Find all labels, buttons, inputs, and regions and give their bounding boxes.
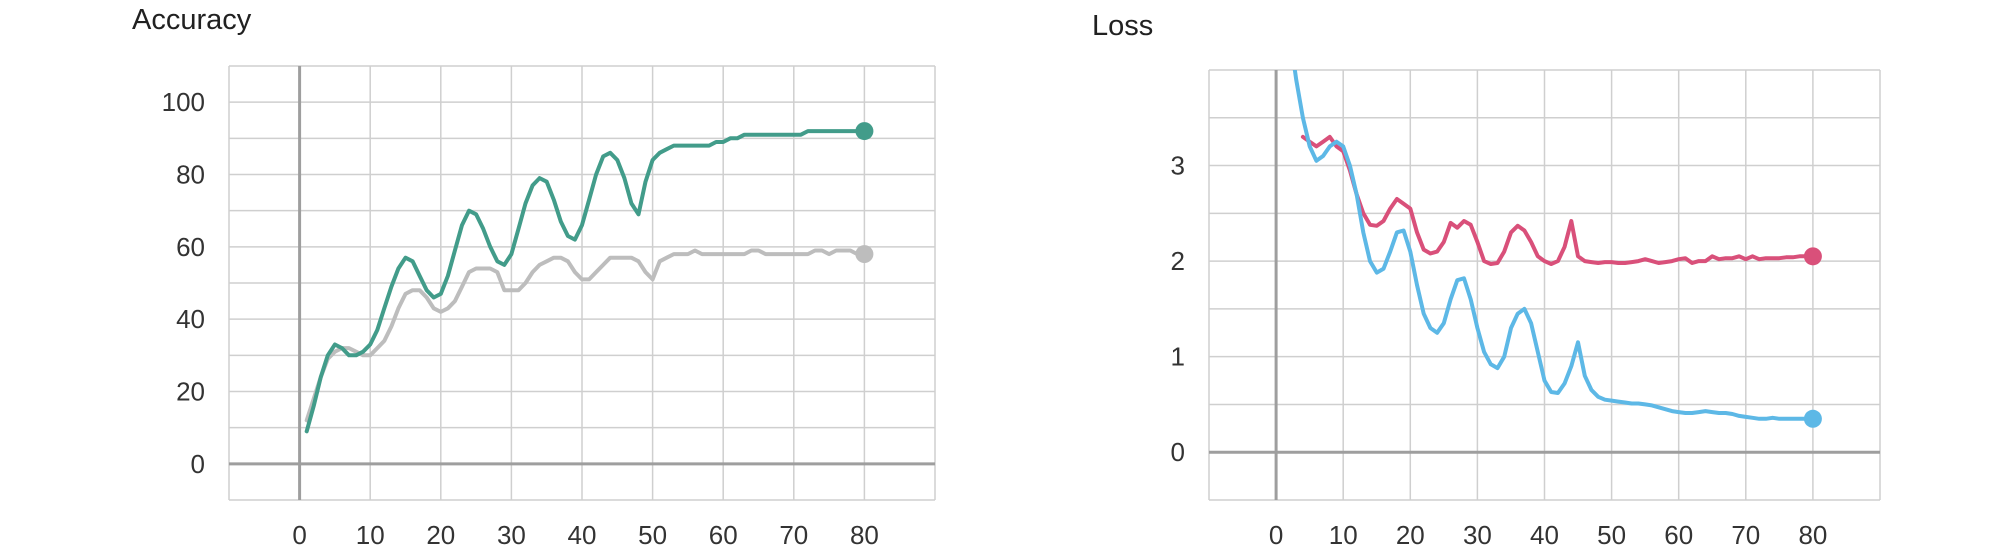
loss-x-tick-label: 80 xyxy=(1798,520,1827,550)
loss-x-tick-label: 0 xyxy=(1269,520,1283,550)
loss-x-tick-label: 60 xyxy=(1664,520,1693,550)
loss-y-tick-label: 2 xyxy=(1171,246,1185,276)
loss-y-tick-label: 3 xyxy=(1171,151,1185,181)
loss-x-tick-label: 10 xyxy=(1329,520,1358,550)
loss-x-tick-label: 50 xyxy=(1597,520,1626,550)
loss-x-tick-label: 40 xyxy=(1530,520,1559,550)
accuracy-x-tick-label: 50 xyxy=(638,520,667,550)
accuracy-x-tick-label: 60 xyxy=(709,520,738,550)
loss-chart-title: Loss xyxy=(1092,10,1154,42)
accuracy-x-tick-label: 30 xyxy=(497,520,526,550)
accuracy-y-tick-label: 20 xyxy=(176,377,205,407)
accuracy-x-tick-label: 0 xyxy=(292,520,306,550)
accuracy-chart: 0 10 20 30 40 50 60 70 80 0 20 40 60 80 100 xyxy=(162,65,936,550)
accuracy-series-endpoint-0 xyxy=(855,245,874,264)
loss-grid xyxy=(1208,69,1881,501)
accuracy-x-tick-label: 10 xyxy=(356,520,385,550)
accuracy-x-tick-label: 70 xyxy=(779,520,808,550)
loss-series-line-0 xyxy=(1300,134,1815,266)
accuracy-x-tick-label: 40 xyxy=(568,520,597,550)
accuracy-grid xyxy=(228,65,936,501)
loss-series-line-1 xyxy=(1292,70,1815,421)
accuracy-series-endpoint-1 xyxy=(855,122,874,141)
loss-x-tick-label: 70 xyxy=(1731,520,1760,550)
accuracy-chart-title: Accuracy xyxy=(132,4,252,36)
accuracy-y-tick-label: 60 xyxy=(176,232,205,262)
accuracy-y-tick-label: 100 xyxy=(162,87,205,117)
accuracy-y-tick-label: 40 xyxy=(176,304,205,334)
loss-y-tick-label: 1 xyxy=(1171,342,1185,372)
accuracy-x-tick-label: 80 xyxy=(850,520,879,550)
loss-series-endpoint-1 xyxy=(1803,409,1822,428)
accuracy-y-tick-label: 0 xyxy=(191,449,205,479)
accuracy-series-line-1 xyxy=(304,129,867,434)
loss-series-endpoint-0 xyxy=(1803,247,1822,266)
loss-y-tick-label: 0 xyxy=(1171,437,1185,467)
accuracy-x-tick-label: 20 xyxy=(426,520,455,550)
loss-x-tick-label: 20 xyxy=(1396,520,1425,550)
accuracy-series-line-0 xyxy=(304,248,867,423)
accuracy-y-tick-label: 80 xyxy=(176,160,205,190)
loss-x-tick-label: 30 xyxy=(1463,520,1492,550)
